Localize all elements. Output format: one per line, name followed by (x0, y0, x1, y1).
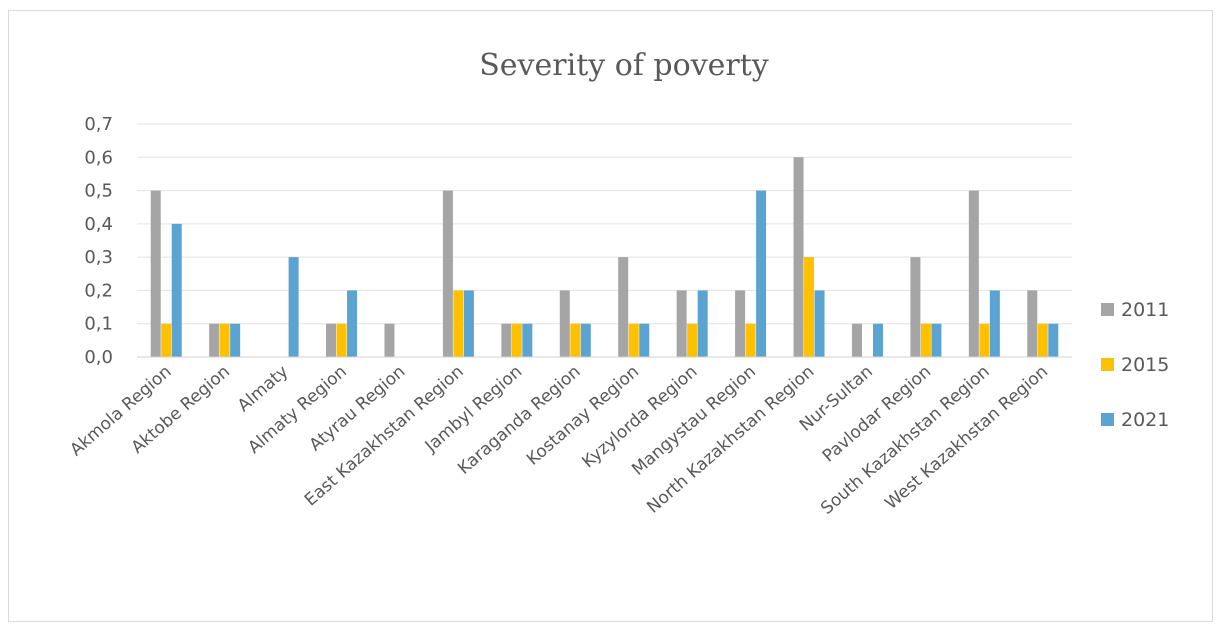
bar-2015 (1037, 323, 1048, 357)
bar-2021 (814, 290, 825, 357)
bar-2011 (676, 290, 687, 357)
bar-2015 (745, 323, 756, 357)
bar-2015 (570, 323, 581, 357)
bar-2015 (979, 323, 990, 357)
bar-2015 (453, 290, 464, 357)
bar-2011 (209, 323, 220, 357)
y-tick-label: 0,7 (84, 114, 113, 135)
bar-2021 (580, 323, 591, 357)
bar-2021 (1048, 323, 1059, 357)
y-tick-label: 0,0 (84, 347, 113, 368)
bar-2015 (161, 323, 172, 357)
bar-2021 (697, 290, 708, 357)
y-tick-label: 0,5 (84, 181, 113, 202)
y-tick-label: 0,4 (84, 214, 113, 235)
bar-2021 (347, 290, 358, 357)
bar-2021 (522, 323, 533, 357)
bar-2021 (756, 190, 767, 357)
y-tick-label: 0,2 (84, 280, 113, 301)
bar-2011 (735, 290, 746, 357)
bar-2015 (804, 257, 815, 357)
bar-2011 (326, 323, 337, 357)
bar-2011 (501, 323, 512, 357)
bar-2021 (639, 323, 650, 357)
x-category-label: Jambyl Region (421, 362, 526, 457)
bar-2011 (851, 323, 862, 357)
x-category-label: Almaty Region (244, 362, 350, 458)
bar-2021 (989, 290, 1000, 357)
bar-2021 (872, 323, 883, 357)
legend-swatch-2015 (1101, 358, 1114, 371)
bar-2011 (384, 323, 395, 357)
bar-2011 (150, 190, 161, 357)
bar-chart: Severity of poverty 0,00,10,20,30,40,50,… (66, 48, 1169, 519)
bar-2011 (559, 290, 570, 357)
bar-2011 (618, 257, 629, 357)
chart-title: Severity of poverty (479, 48, 769, 83)
legend-label-2021: 2021 (1121, 409, 1169, 431)
legend-label-2011: 2011 (1121, 299, 1169, 321)
bar-2015 (920, 323, 931, 357)
chart-frame: Severity of poverty 0,0 0,1 0,2 0,3 0,4 0,5 0,… (8, 10, 1213, 622)
y-tick-label: 0,3 (84, 247, 113, 268)
bar-2011 (793, 157, 804, 357)
y-axis-ticks: 0,0 0,1 0,2 0,3 0,4 0,5 0,6 0,7 (84, 114, 113, 368)
legend-label-2015: 2015 (1121, 354, 1169, 376)
bar-2015 (219, 323, 230, 357)
bar-2015 (511, 323, 522, 357)
legend-swatch-2011 (1101, 303, 1114, 316)
bar-2015 (628, 323, 639, 357)
bar-2021 (931, 323, 942, 357)
bars (150, 157, 1059, 357)
bar-2021 (288, 257, 299, 357)
legend-swatch-2021 (1101, 413, 1114, 426)
bar-2021 (171, 223, 182, 357)
bar-2011 (1027, 290, 1038, 357)
bar-2021 (230, 323, 241, 357)
bar-2015 (687, 323, 698, 357)
legend: 2011 2015 2021 (1101, 299, 1169, 431)
x-category-label: Akmola Region (66, 362, 175, 461)
bar-2011 (968, 190, 979, 357)
y-tick-label: 0,1 (84, 314, 113, 335)
bar-2021 (463, 290, 474, 357)
bar-2015 (336, 323, 347, 357)
bar-2011 (910, 257, 921, 357)
gridlines (137, 123, 1072, 325)
x-category-label: Aktobe Region (128, 362, 234, 458)
y-tick-label: 0,6 (84, 147, 113, 168)
bar-2011 (442, 190, 453, 357)
